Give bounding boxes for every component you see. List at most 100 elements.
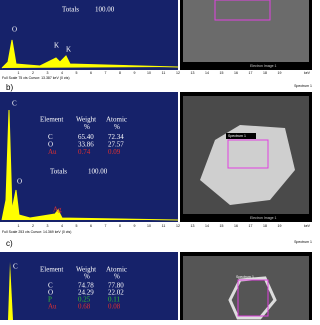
- spectrum-bg: [0, 252, 178, 320]
- table-cell: C: [48, 282, 53, 290]
- table-header: Weight: [76, 266, 96, 274]
- axis-tick-label: 6: [90, 224, 92, 228]
- axis-tick-label: 19: [278, 224, 282, 228]
- axis-tick-label: 13: [191, 71, 195, 75]
- axis-tick-label: 17: [249, 71, 253, 75]
- axis-tick-label: 13: [191, 224, 195, 228]
- axis-tick-label: 16: [234, 224, 238, 228]
- peak-label: K: [54, 42, 59, 50]
- status: Full Scale 253 cts Cursor: 14.369 keV (0…: [2, 230, 71, 234]
- table-unit: %: [84, 123, 90, 131]
- totals-label: Totals: [62, 6, 79, 14]
- table-cell: O: [48, 289, 53, 297]
- image-caption: Electron Image 1: [250, 216, 277, 220]
- axis-tick-label: 12: [176, 71, 180, 75]
- table-header: Element: [40, 266, 63, 274]
- axis-tick-label: 3: [47, 71, 49, 75]
- table: Element Weight Atomic% % C 65.40 72.34 O 33.86 27…: [40, 116, 127, 156]
- axis-tick-label: 17: [249, 224, 253, 228]
- axis-tick-label: 3: [47, 224, 49, 228]
- axis-tick-label: 1: [18, 224, 20, 228]
- status: Full Scale 75 cts Cursor: 13.387 keV (0 …: [2, 76, 70, 80]
- table-cell: Au: [48, 303, 57, 311]
- axis-tick-label: 6: [90, 71, 92, 75]
- axis-tick-label: 11: [162, 71, 166, 75]
- table-cell: 0.11: [108, 296, 120, 304]
- table-cell: P: [48, 296, 52, 304]
- axis-tick-label: 18: [263, 224, 267, 228]
- table-cell: 72.34: [108, 133, 124, 141]
- table-cell: 24.29: [78, 289, 94, 297]
- axis-tick-label: 10: [147, 71, 151, 75]
- table-header: Weight: [76, 116, 96, 124]
- image-label-bg: [226, 133, 256, 139]
- spectrum: [1, 109, 179, 221]
- table-cell: 0.74: [78, 148, 91, 156]
- sem-image: [183, 0, 309, 62]
- table-cell: 65.40: [78, 133, 94, 141]
- axis-tick-label: 8: [119, 224, 121, 228]
- axis-tick-label: 7: [105, 224, 107, 228]
- table-header: Atomic: [106, 266, 127, 274]
- peak-label: O: [12, 26, 17, 34]
- axis-tick-label: 14: [205, 224, 209, 228]
- spectrum-bg: [0, 0, 178, 70]
- axis-tick-label: 4: [61, 71, 63, 75]
- table-cell: 77.80: [108, 282, 124, 290]
- table-cell: 0.25: [78, 296, 91, 304]
- table-cell: 0.68: [78, 303, 91, 311]
- axis-tick-label: 5: [76, 224, 78, 228]
- image-label: Spectrum 1: [228, 134, 246, 138]
- axis-tick-label: 7: [105, 71, 107, 75]
- table-cell: 0.09: [108, 148, 121, 156]
- axis: 1 2 3 4 5 6 7 8 9 10 11 12 13 14 15 16 17 18 19: [18, 224, 282, 228]
- axis-tick-label: 1: [18, 71, 20, 75]
- roi: [214, 0, 271, 21]
- table-cell: Au: [48, 148, 57, 156]
- tab: Spectrum 1: [294, 240, 312, 244]
- totals-value: 100.00: [88, 168, 108, 176]
- peak-label: O: [17, 178, 22, 186]
- roi: [237, 279, 269, 317]
- axis-tick-label: 16: [234, 71, 238, 75]
- axis-tick-label: 15: [220, 71, 224, 75]
- axis-tick-label: 9: [134, 71, 136, 75]
- peak-label: Ag: [53, 206, 62, 214]
- axis-tick-label: 10: [147, 224, 151, 228]
- axis-tick-label: 4: [61, 224, 63, 228]
- axis-tick-label: 11: [162, 224, 166, 228]
- table-unit: %: [114, 123, 120, 131]
- panel-label: b): [6, 83, 13, 92]
- tab: Spectrum 1: [294, 84, 312, 88]
- axis: 1 2 3 4 5 6 7 8 9 10 11 12 13 14 15 16 17 18 19: [18, 71, 282, 75]
- table-header: Atomic: [106, 116, 127, 124]
- spectrum: [8, 262, 13, 320]
- axis-tick-label: 8: [119, 71, 121, 75]
- table-cell: 22.02: [108, 289, 124, 297]
- axis-tick-label: 9: [134, 224, 136, 228]
- totals-value: 100.00: [95, 6, 115, 14]
- peak-label: C: [13, 263, 18, 271]
- table-cell: C: [48, 133, 53, 141]
- table-header: Element: [40, 116, 63, 124]
- axis-tick-label: 15: [220, 224, 224, 228]
- spectrum: [1, 39, 179, 69]
- image-caption: Electron Image 1: [250, 64, 277, 68]
- axis-tick-label: 19: [278, 71, 282, 75]
- totals-label: Totals: [50, 168, 67, 176]
- table: Element Weight Atomic% % C 74.78 77.80 O 24.29 22…: [40, 266, 127, 311]
- table-cell: O: [48, 140, 53, 148]
- axis-tick-label: 2: [32, 224, 34, 228]
- panel-label: c): [6, 239, 13, 248]
- table-cell: 33.86: [78, 140, 94, 148]
- table-unit: %: [84, 273, 90, 281]
- axis-tick-label: 14: [205, 71, 209, 75]
- axis-unit: keV: [304, 71, 311, 75]
- roi: [227, 139, 269, 169]
- table-cell: 0.08: [108, 303, 121, 311]
- axis-tick-label: 18: [263, 71, 267, 75]
- axis-unit: keV: [304, 224, 311, 228]
- sem-particle: [200, 125, 295, 205]
- table-cell: 27.57: [108, 140, 124, 148]
